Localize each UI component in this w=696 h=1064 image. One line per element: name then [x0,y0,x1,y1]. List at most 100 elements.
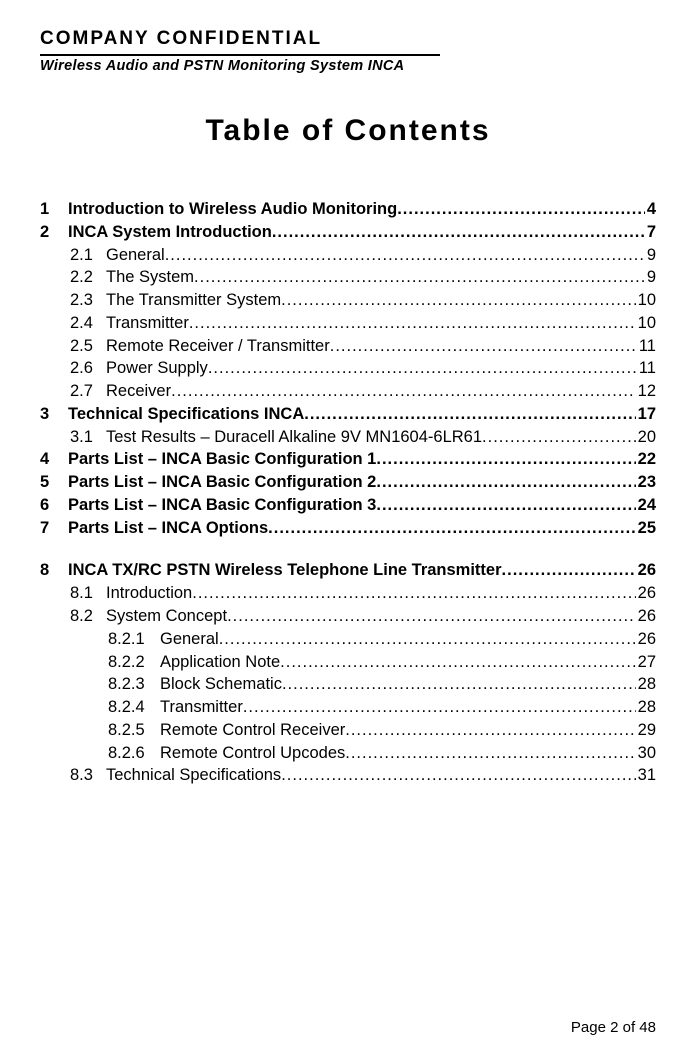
toc-number: 4 [40,448,68,471]
toc-text: Parts List – INCA Basic Configuration 1 [68,448,376,471]
toc-leader-dots [227,605,636,628]
toc-number: 8.1 [70,582,106,605]
toc-number: 3 [40,403,68,426]
toc-number: 8.2.2 [108,651,160,674]
toc-row: 1Introduction to Wireless Audio Monitori… [40,198,656,221]
toc-leader-dots [345,719,635,742]
toc-text: Test Results – Duracell Alkaline 9V MN16… [106,426,482,449]
toc-text: Parts List – INCA Basic Configuration 3 [68,494,376,517]
toc-number: 2.7 [70,380,106,403]
toc-page-number: 7 [645,221,656,244]
toc-leader-dots [189,312,636,335]
toc-number: 2 [40,221,68,244]
page-footer: Page 2 of 48 [571,1019,656,1036]
toc-leader-dots [330,335,637,358]
toc-leader-dots [282,673,636,696]
toc-number: 8 [40,559,68,582]
toc-page-number: 17 [636,403,656,426]
toc-page-number: 28 [636,696,656,719]
toc-text: Application Note [160,651,280,674]
toc-number: 2.4 [70,312,106,335]
toc-leader-dots [192,582,635,605]
toc-text: Technical Specifications INCA [68,403,304,426]
toc-page-number: 12 [636,380,656,403]
toc-text: General [160,628,219,651]
toc-row: 2.3The Transmitter System10 [40,289,656,312]
toc-row: 4Parts List – INCA Basic Configuration 1… [40,448,656,471]
toc-number: 2.5 [70,335,106,358]
toc-text: Remote Control Upcodes [160,742,345,765]
toc-page-number: 24 [636,494,656,517]
toc-number: 3.1 [70,426,106,449]
toc-text: Introduction [106,582,192,605]
toc-row: 7Parts List – INCA Options 25 [40,517,656,540]
toc-text: Technical Specifications [106,764,281,787]
toc-text: System Concept [106,605,227,628]
toc-gap [40,539,656,559]
toc-row: 8.2.4Transmitter 28 [40,696,656,719]
toc-leader-dots [243,696,636,719]
toc-row: 8.2System Concept 26 [40,605,656,628]
toc-leader-dots [280,651,635,674]
toc-page-number: 26 [636,605,656,628]
toc-number: 8.2 [70,605,106,628]
toc-number: 2.3 [70,289,106,312]
toc-number: 2.2 [70,266,106,289]
toc-row: 8INCA TX/RC PSTN Wireless Telephone Line… [40,559,656,582]
toc-page-number: 30 [636,742,656,765]
toc-row: 2.5Remote Receiver / Transmitter 11 [40,335,656,358]
toc-leader-dots [194,266,645,289]
toc-row: 8.3Technical Specifications31 [40,764,656,787]
toc-text: Remote Receiver / Transmitter [106,335,330,358]
toc-text: Remote Control Receiver [160,719,345,742]
toc-page-number: 11 [637,335,656,358]
toc-leader-dots [304,403,635,426]
toc-number: 6 [40,494,68,517]
toc-row: 8.2.5Remote Control Receiver 29 [40,719,656,742]
toc-leader-dots [482,426,636,449]
toc-leader-dots [171,380,636,403]
toc-row: 8.2.1General 26 [40,628,656,651]
toc-page-number: 10 [636,312,656,335]
toc-page-number: 26 [636,582,656,605]
toc-row: 2.6Power Supply 11 [40,357,656,380]
toc-leader-dots [165,244,645,267]
toc-number: 2.1 [70,244,106,267]
toc-page-number: 20 [636,426,656,449]
toc-text: Introduction to Wireless Audio Monitorin… [68,198,397,221]
toc-page-number: 29 [636,719,656,742]
page-container: COMPANY CONFIDENTIAL Wireless Audio and … [0,0,696,1064]
toc-text: Transmitter [160,696,243,719]
toc-number: 8.2.1 [108,628,160,651]
toc-page-number: 22 [636,448,656,471]
toc-page-number: 10 [636,289,656,312]
toc-row: 2.2The System 9 [40,266,656,289]
toc-text: General [106,244,165,267]
toc-page-number: 4 [645,198,656,221]
toc-text: Receiver [106,380,171,403]
toc-text: The System [106,266,194,289]
toc-text: Block Schematic [160,673,282,696]
toc-number: 8.3 [70,764,106,787]
toc-page-number: 23 [636,471,656,494]
toc-row: 5Parts List – INCA Basic Configuration 2… [40,471,656,494]
toc-leader-dots [268,517,635,540]
toc-number: 8.2.4 [108,696,160,719]
toc-leader-dots [272,221,645,244]
toc-number: 8.2.3 [108,673,160,696]
toc-text: Parts List – INCA Basic Configuration 2 [68,471,376,494]
toc-number: 1 [40,198,68,221]
toc-page-number: 28 [636,673,656,696]
toc-page-number: 11 [637,357,656,380]
toc-leader-dots [397,198,645,221]
toc-number: 8.2.5 [108,719,160,742]
toc-row: 2.4Transmitter 10 [40,312,656,335]
toc-row: 8.2.6Remote Control Upcodes 30 [40,742,656,765]
toc-text: Power Supply [106,357,208,380]
toc-number: 2.6 [70,357,106,380]
toc-number: 8.2.6 [108,742,160,765]
toc-row: 2.1General9 [40,244,656,267]
toc-text: INCA TX/RC PSTN Wireless Telephone Line … [68,559,502,582]
toc-leader-dots [502,559,636,582]
toc-title: Table of Contents [40,114,656,148]
